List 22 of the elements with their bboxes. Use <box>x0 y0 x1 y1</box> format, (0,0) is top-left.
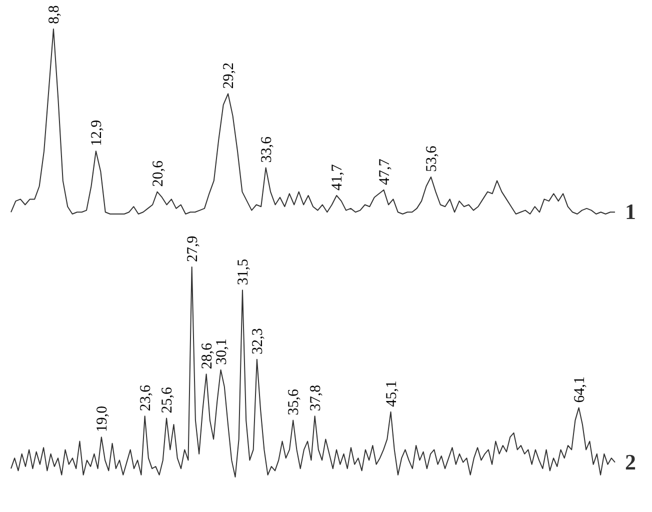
category-label: 45,1 <box>384 380 400 407</box>
category-label: 19,0 <box>94 406 110 432</box>
category-label: 32,3 <box>250 328 266 354</box>
category-label: 23,6 <box>138 384 154 412</box>
series-label: 2 <box>625 449 636 474</box>
category-label: 47,7 <box>376 158 393 185</box>
category-label: 41,7 <box>330 164 346 190</box>
category-label: 64,1 <box>572 376 588 403</box>
category-label: 37,8 <box>308 384 324 412</box>
category-label: 53,6 <box>424 146 440 172</box>
series-label: 1 <box>625 199 636 224</box>
category-label: 33,6 <box>258 136 275 163</box>
category-label: 20,6 <box>150 160 166 187</box>
category-label: 35,6 <box>286 389 302 416</box>
category-label: 27,9 <box>184 236 201 262</box>
category-label: 29,2 <box>221 62 238 89</box>
category-label: 12,9 <box>88 120 105 146</box>
category-label: 31,5 <box>235 258 252 286</box>
category-label: 25,6 <box>160 386 176 414</box>
category-label: 28,6 <box>199 342 216 370</box>
category-label: 8,8 <box>46 5 62 24</box>
category-label: 30,1 <box>214 338 230 365</box>
